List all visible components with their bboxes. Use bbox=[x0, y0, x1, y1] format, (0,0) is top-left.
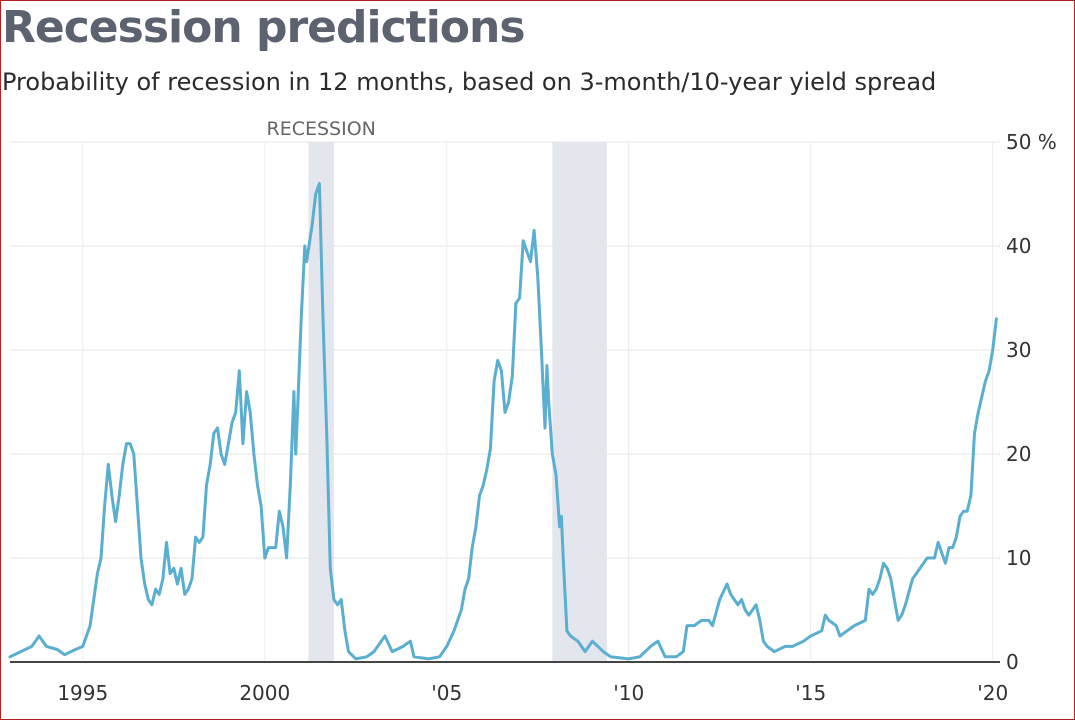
x-tick-label: '15 bbox=[795, 681, 826, 705]
x-tick-label: 1995 bbox=[57, 681, 108, 705]
y-tick-label: 50 % bbox=[1006, 130, 1057, 154]
chart-subtitle: Probability of recession in 12 months, b… bbox=[2, 68, 937, 96]
recession-label: RECESSION bbox=[267, 118, 376, 140]
y-tick-label: 10 bbox=[1006, 546, 1031, 570]
recession-band bbox=[552, 142, 607, 662]
gridlines bbox=[10, 141, 1000, 662]
y-tick-label: 20 bbox=[1006, 442, 1031, 466]
series-layer bbox=[8, 182, 998, 661]
x-tick-label: '20 bbox=[977, 681, 1008, 705]
series-line bbox=[8, 182, 998, 661]
x-tick-label: '05 bbox=[431, 681, 462, 705]
chart-title: Recession predictions bbox=[2, 2, 526, 53]
tick-labels: 1995 2000 '05 '10 '15 '20 0 10 20 30 40 50 % bbox=[57, 130, 1056, 705]
y-tick-label: 30 bbox=[1006, 338, 1031, 362]
x-tick-label: 2000 bbox=[239, 681, 290, 705]
recession-bands: RECESSION bbox=[267, 118, 607, 662]
y-tick-label: 0 bbox=[1006, 650, 1019, 674]
x-tick-label: '10 bbox=[613, 681, 644, 705]
y-tick-label: 40 bbox=[1006, 234, 1031, 258]
